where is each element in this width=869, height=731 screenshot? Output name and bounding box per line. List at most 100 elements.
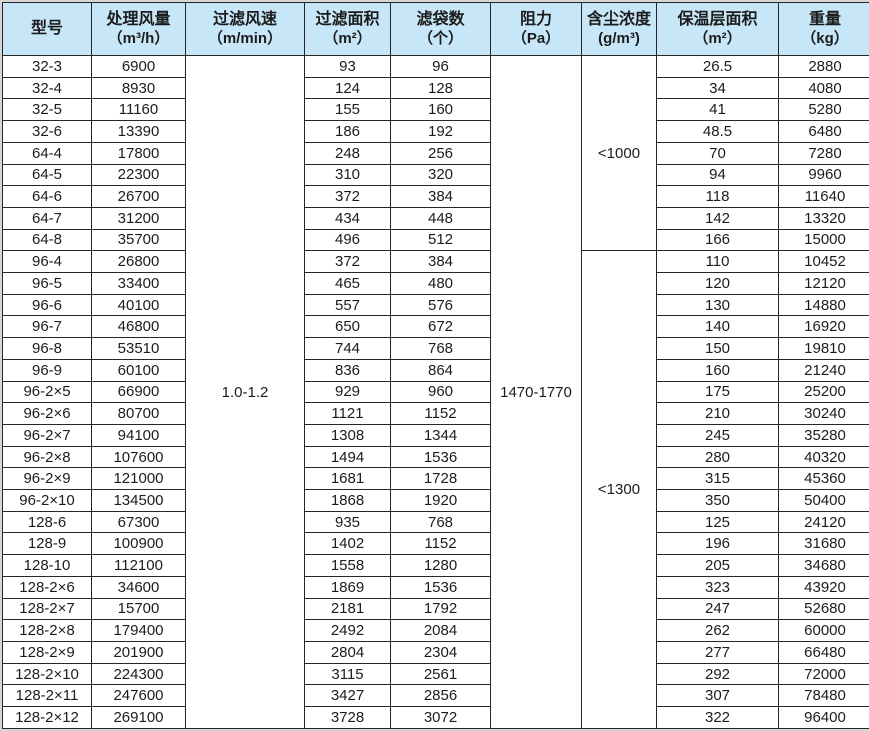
- cell-airflow: 35700: [91, 228, 186, 252]
- table-row: 32-6 13390 186 192 48.5 6480: [2, 120, 869, 143]
- cell-weight: 72000: [778, 662, 869, 686]
- table-row: 64-5 22300 310 320 94 9960: [2, 163, 869, 187]
- cell-insulation-area: 150: [656, 337, 779, 360]
- column-title: 滤袋数: [416, 11, 465, 29]
- cell-filter-area: 372: [304, 185, 391, 208]
- cell-model: 96-5: [2, 272, 92, 295]
- table-row: 128-2×8 179400 2492 2084 262 60000: [2, 619, 869, 642]
- cell-model: 128-2×6: [2, 575, 92, 599]
- table-row: 96-4 26800 372 384 <1300 110 10452: [2, 250, 869, 729]
- cell-insulation-area: 350: [656, 489, 779, 512]
- cell-weight: 4080: [778, 76, 869, 100]
- cell-filter-area: 465: [304, 272, 391, 295]
- column-title: 过滤风速: [212, 11, 277, 29]
- cell-bag-count: 384: [390, 250, 491, 274]
- cell-weight: 9960: [778, 163, 869, 187]
- table-row: 32-5 11160 155 160 41 5280: [2, 98, 869, 122]
- cell-weight: 60000: [778, 619, 869, 642]
- cell-weight: 5280: [778, 98, 869, 122]
- column-unit: (g/m³): [598, 29, 640, 47]
- cell-model: 128-6: [2, 510, 92, 534]
- cell-bag-count: 576: [390, 293, 491, 317]
- table-row: 96-7 46800 650 672 140 16920: [2, 315, 869, 339]
- cell-model: 32-3: [2, 55, 92, 78]
- column-unit: （个）: [417, 29, 463, 47]
- cell-airflow: 17800: [91, 141, 186, 165]
- cell-filter-area: 1869: [304, 575, 391, 599]
- cell-filter-area: 1121: [304, 402, 391, 425]
- cell-filter-area: 3427: [304, 684, 391, 708]
- cell-airflow: 60100: [91, 358, 186, 382]
- cell-airflow: 100900: [91, 532, 186, 556]
- cell-bag-count: 256: [390, 141, 491, 165]
- column-title: 过滤面积: [315, 11, 380, 29]
- cell-airflow: 15700: [91, 597, 186, 621]
- cell-weight: 16920: [778, 315, 869, 339]
- cell-model: 128-10: [2, 554, 92, 577]
- cell-bag-count: 320: [390, 163, 491, 187]
- column-header-bag-count: 滤袋数 （个）: [390, 2, 491, 56]
- cell-airflow: 40100: [91, 293, 186, 317]
- cell-weight: 7280: [778, 141, 869, 165]
- cell-airflow: 31200: [91, 206, 186, 230]
- cell-weight: 19810: [778, 337, 869, 360]
- cell-filter-area: 186: [304, 120, 391, 143]
- cell-filter-area: 310: [304, 163, 391, 187]
- column-title: 重量: [808, 11, 841, 29]
- cell-insulation-area: 262: [656, 619, 779, 642]
- table-row: 32-3 6900 1.0-1.2 93 96 1470-1770 <1000 26.5 288…: [2, 54, 869, 729]
- cell-model: 96-8: [2, 337, 92, 360]
- cell-airflow: 26800: [91, 250, 186, 274]
- cell-weight: 25200: [778, 380, 869, 404]
- spec-table-body: 32-3 6900 1.0-1.2 93 96 1470-1770 <1000 26.5 288…: [2, 54, 869, 729]
- cell-filter-area: 1402: [304, 532, 391, 556]
- column-title: 阻力: [519, 11, 552, 29]
- cell-weight: 50400: [778, 489, 869, 512]
- cell-airflow: 6900: [91, 55, 186, 78]
- cell-model: 96-2×5: [2, 380, 92, 404]
- cell-insulation-area: 140: [656, 315, 779, 339]
- cell-bag-count: 2561: [390, 662, 491, 686]
- cell-insulation-area: 142: [656, 206, 779, 230]
- cell-insulation-area: 315: [656, 467, 779, 491]
- cell-airflow: 269100: [91, 706, 186, 729]
- column-unit: （m³/h）: [107, 29, 170, 47]
- cell-weight: 24120: [778, 510, 869, 534]
- cell-filter-area: 1868: [304, 489, 391, 512]
- filter-speed-cell: 1.0-1.2: [185, 55, 305, 729]
- cell-model: 32-6: [2, 120, 92, 143]
- table-row: 64-8 35700 496 512 166 15000: [2, 228, 869, 252]
- table-row: 96-2×10 134500 1868 1920 350 50400: [2, 489, 869, 512]
- cell-airflow: 13390: [91, 120, 186, 143]
- cell-bag-count: 672: [390, 315, 491, 339]
- cell-filter-area: 1494: [304, 445, 391, 469]
- cell-insulation-area: 94: [656, 163, 779, 187]
- table-row: 128-2×10 224300 3115 2561 292 72000: [2, 662, 869, 686]
- cell-insulation-area: 277: [656, 640, 779, 664]
- table-row: 64-7 31200 434 448 142 13320: [2, 206, 869, 230]
- cell-bag-count: 1536: [390, 575, 491, 599]
- cell-insulation-area: 41: [656, 98, 779, 122]
- cell-weight: 15000: [778, 228, 869, 252]
- cell-airflow: 66900: [91, 380, 186, 404]
- column-header-filter-area: 过滤面积 （m²）: [304, 2, 391, 56]
- cell-filter-area: 1308: [304, 423, 391, 447]
- table-row: 128-2×9 201900 2804 2304 277 66480: [2, 640, 869, 664]
- dust-concentration-cell: <1000: [581, 54, 657, 252]
- cell-bag-count: 1152: [390, 402, 491, 425]
- cell-model: 128-2×9: [2, 640, 92, 664]
- table-row: 96-9 60100 836 864 160 21240: [2, 358, 869, 382]
- cell-insulation-area: 34: [656, 76, 779, 100]
- table-row: 96-6 40100 557 576 130 14880: [2, 293, 869, 317]
- cell-filter-area: 557: [304, 293, 391, 317]
- table-row: 96-8 53510 744 768 150 19810: [2, 337, 869, 360]
- cell-model: 64-5: [2, 163, 92, 187]
- cell-weight: 2880: [778, 55, 869, 78]
- cell-filter-area: 2181: [304, 597, 391, 621]
- cell-insulation-area: 125: [656, 510, 779, 534]
- cell-filter-area: 929: [304, 380, 391, 404]
- cell-bag-count: 2084: [390, 619, 491, 642]
- cell-airflow: 53510: [91, 337, 186, 360]
- table-row: 128-2×12 269100 3728 3072 322 96400: [2, 706, 869, 729]
